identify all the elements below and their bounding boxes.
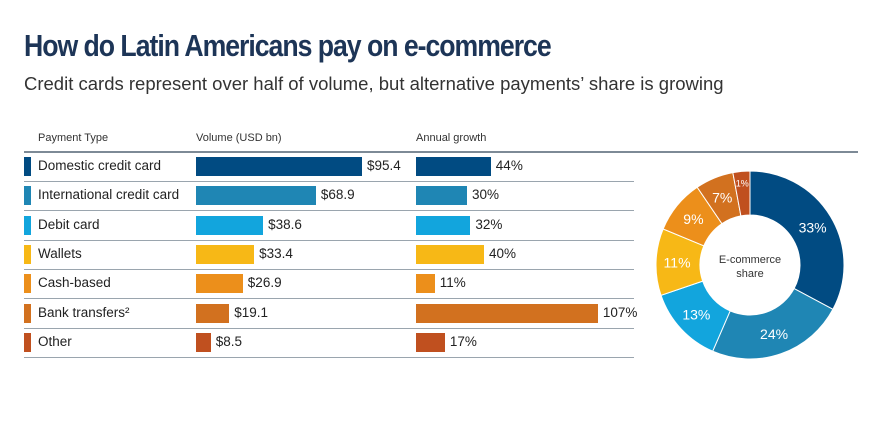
volume-label: $26.9	[247, 275, 282, 291]
category-label: Bank transfers²	[38, 304, 130, 320]
legend-swatch	[24, 332, 31, 352]
volume-label: $19.1	[234, 304, 269, 320]
growth-bar	[416, 274, 435, 294]
volume-label: $95.4	[366, 158, 401, 173]
header-payment-type: Payment Type	[38, 132, 109, 144]
growth-bar	[416, 215, 471, 235]
category-label: Wallets	[38, 245, 82, 261]
growth-label: 30%	[472, 187, 500, 203]
donut-slice	[749, 170, 845, 310]
volume-bar	[196, 303, 230, 323]
header-growth: Annual growth	[416, 132, 487, 144]
growth-label: 107%	[602, 304, 638, 320]
volume-bar	[196, 244, 255, 264]
table-row: International credit card $68.9 30%	[24, 181, 634, 212]
donut-slice-label: 9%	[683, 211, 703, 227]
table-row: Other $8.5 17%	[24, 328, 634, 358]
volume-bar	[196, 186, 316, 206]
growth-label: 17%	[449, 333, 477, 349]
category-label: Other	[38, 333, 72, 349]
legend-swatch	[24, 186, 31, 206]
donut-slice-label: 7%	[712, 189, 732, 205]
growth-label: 11%	[439, 275, 466, 291]
growth-bar	[416, 186, 467, 206]
growth-bar	[416, 157, 491, 176]
donut-center-label: E-commerce	[719, 254, 781, 266]
volume-bar	[196, 157, 362, 176]
growth-label: 40%	[489, 245, 517, 261]
growth-bar	[416, 244, 484, 264]
category-label: International credit card	[38, 187, 180, 203]
donut-slice	[732, 170, 751, 217]
volume-bar	[196, 274, 243, 294]
legend-swatch	[24, 157, 31, 176]
legend-swatch	[24, 274, 31, 294]
category-label: Cash-based	[38, 275, 111, 291]
donut-center-label: share	[736, 268, 764, 280]
donut-slice-label: 11%	[664, 255, 691, 271]
donut-slice-label: 1%	[736, 178, 749, 188]
table-row: Domestic credit card $95.4 44%	[24, 152, 634, 182]
chart-subtitle: Credit cards represent over half of volu…	[24, 73, 724, 94]
donut-slice-label: 33%	[799, 219, 827, 235]
table-row: Debit card $38.6 32%	[24, 211, 634, 241]
volume-bar	[196, 332, 211, 352]
legend-swatch	[24, 303, 31, 323]
growth-bar	[416, 303, 598, 323]
table-row: Cash-based $26.9 11%	[24, 269, 634, 300]
volume-label: $68.9	[320, 187, 355, 203]
growth-bar	[416, 332, 445, 352]
legend-swatch	[24, 215, 31, 235]
donut-slice-label: 13%	[682, 307, 710, 323]
donut-slice	[712, 287, 834, 360]
category-label: Debit card	[38, 216, 100, 232]
table-row: Bank transfers² $19.1 107%	[24, 299, 637, 329]
growth-label: 44%	[495, 158, 523, 173]
table-row: Wallets $33.4 40%	[24, 240, 634, 270]
volume-bar	[196, 215, 264, 235]
growth-label: 32%	[475, 216, 503, 232]
volume-label: $33.4	[259, 245, 293, 261]
volume-label: $8.5	[215, 333, 243, 349]
header-divider	[24, 151, 858, 153]
volume-label: $38.6	[268, 216, 302, 232]
legend-swatch	[24, 244, 31, 264]
category-label: Domestic credit card	[38, 158, 162, 173]
header-volume: Volume (USD bn)	[196, 132, 282, 144]
chart-title: How do Latin Americans pay on e-commerce	[24, 28, 552, 63]
donut-slice-label: 24%	[760, 326, 788, 342]
